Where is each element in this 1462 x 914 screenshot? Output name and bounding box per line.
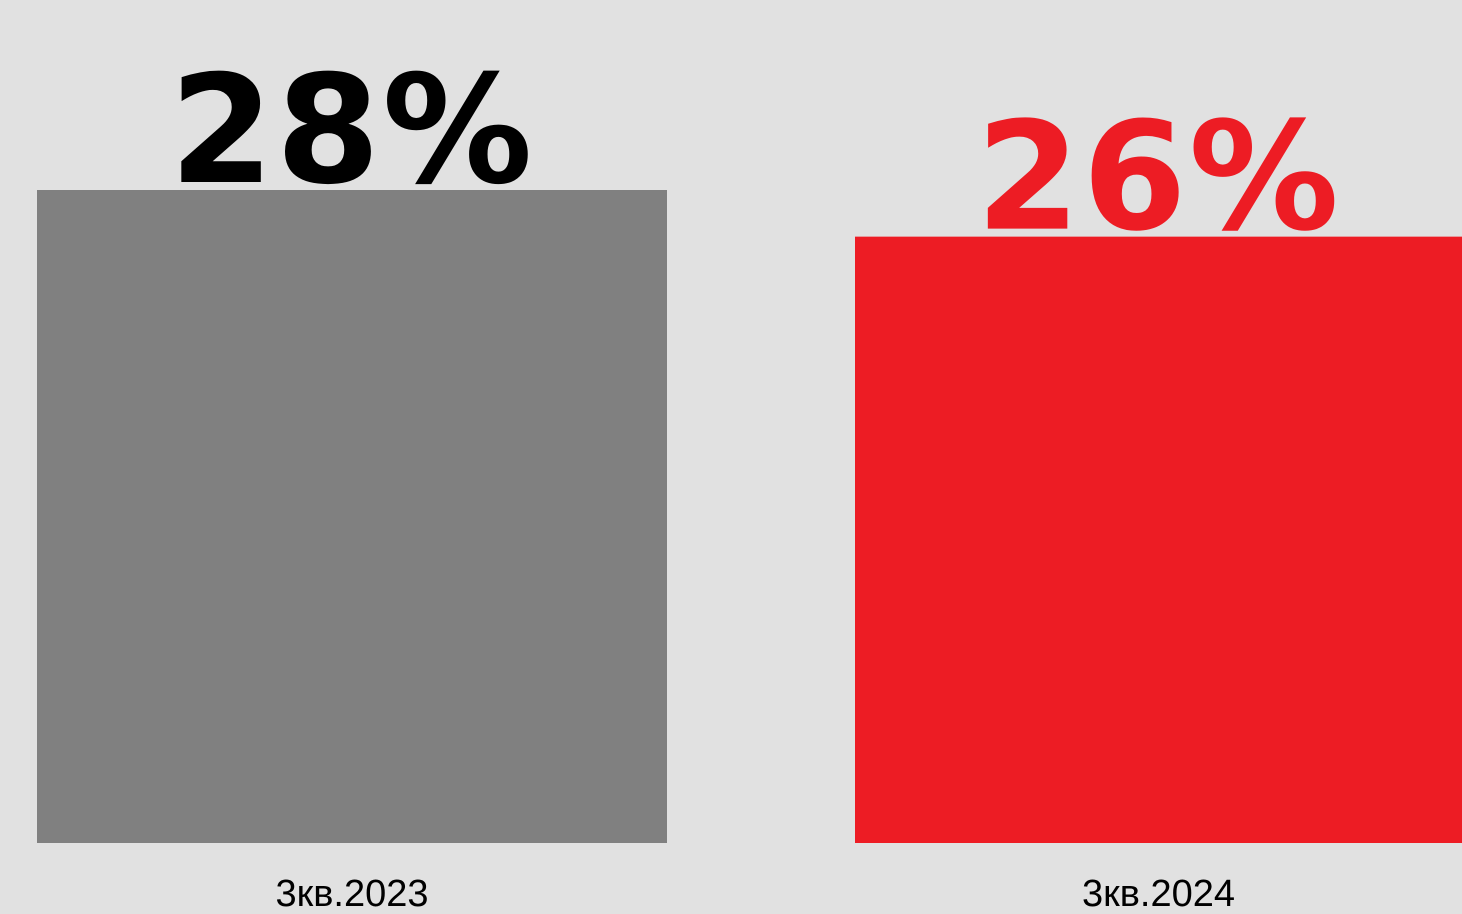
category-label-1: 3кв.2023 <box>275 873 428 914</box>
bar-1 <box>37 190 667 843</box>
bar-2 <box>855 236 1462 844</box>
value-label-2: 26% <box>976 91 1341 265</box>
category-label-2: 3кв.2024 <box>1082 873 1235 914</box>
value-label-1: 28% <box>169 44 534 218</box>
